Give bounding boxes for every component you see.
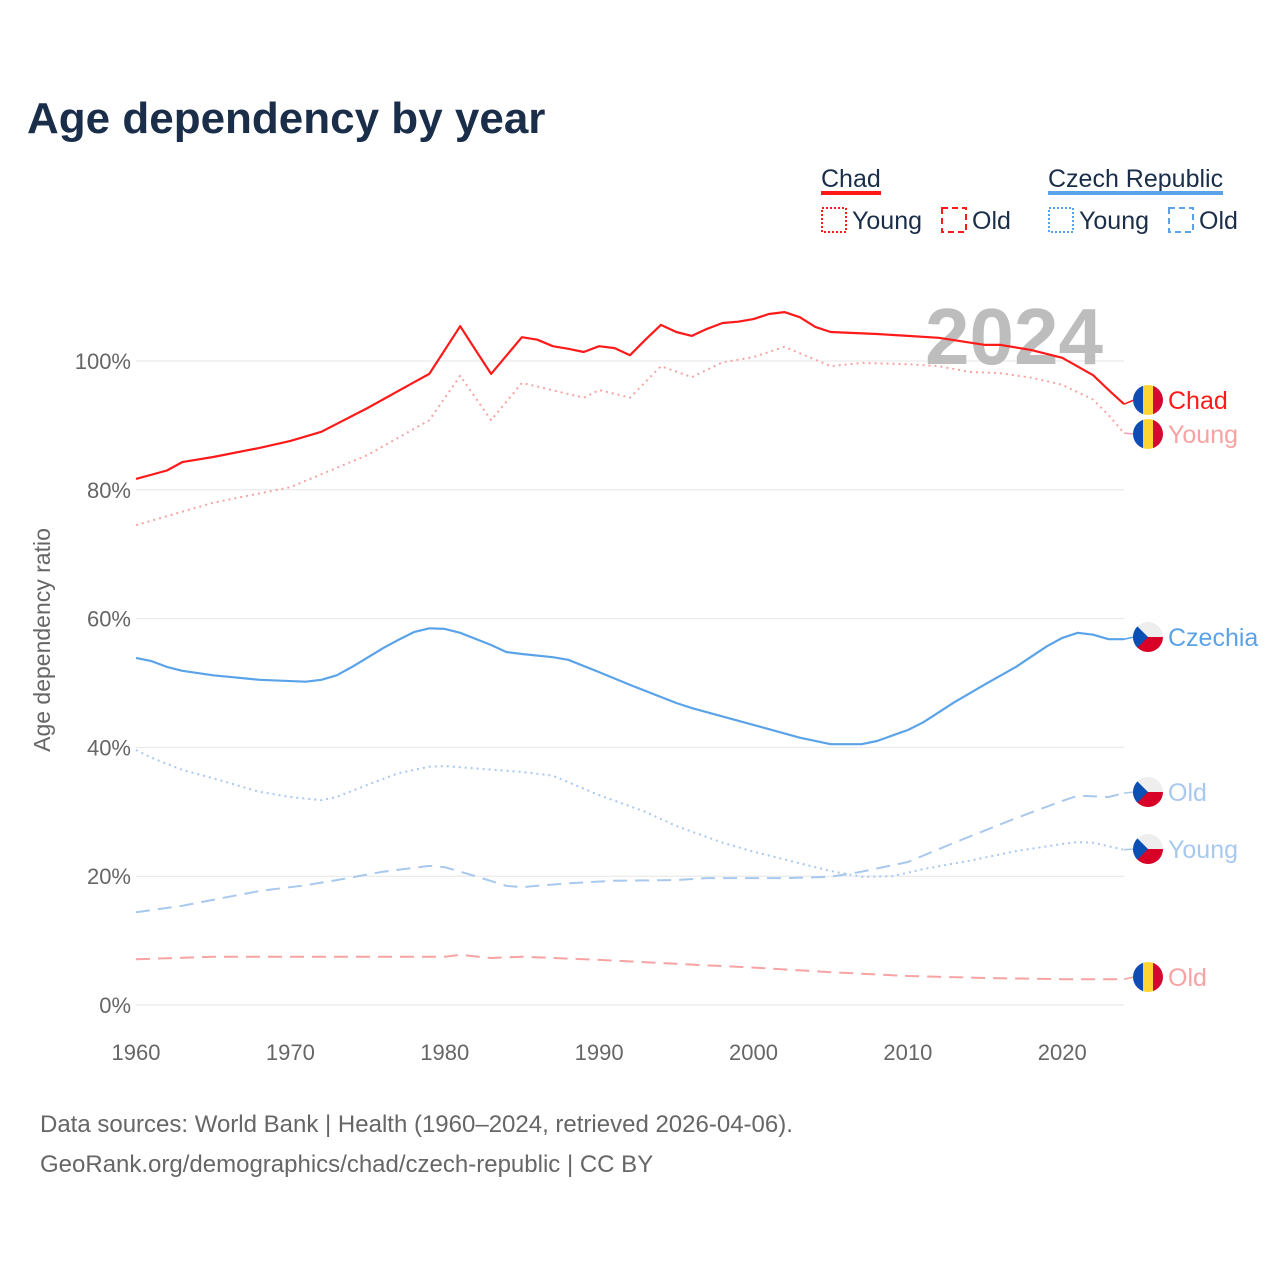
end-label-connector <box>1123 399 1135 405</box>
legend-czech-underline <box>1048 191 1223 195</box>
series-line-czechia <box>135 627 1124 746</box>
series-line-chad-young <box>135 345 1125 527</box>
x-tick-label: 2020 <box>1038 1040 1087 1065</box>
end-label: Czechia <box>1168 624 1258 652</box>
y-tick-label: 60% <box>87 607 131 632</box>
y-tick-label: 40% <box>87 735 131 760</box>
y-tick-label: 100% <box>75 349 131 374</box>
legend-chad-old[interactable]: Old <box>972 207 1011 235</box>
czech-flag-icon <box>1133 777 1163 807</box>
end-label: Old <box>1168 779 1207 807</box>
x-tick-label: 1960 <box>112 1040 161 1065</box>
end-label-connector <box>1123 432 1135 435</box>
x-tick-label: 1980 <box>420 1040 469 1065</box>
legend-group-czech[interactable]: Czech Republic <box>1048 165 1223 193</box>
chart-title: Age dependency by year <box>27 94 545 143</box>
end-label-connector <box>1123 976 1135 980</box>
legend-dotted-swatch-icon <box>821 207 847 233</box>
end-label-connector <box>1123 636 1135 640</box>
y-axis-ticks: 0% 20% 40% 60% 80% 100% <box>75 349 131 1018</box>
source-line-2[interactable]: GeoRank.org/demographics/chad/czech-repu… <box>40 1151 653 1178</box>
x-tick-label: 1970 <box>266 1040 315 1065</box>
legend-chad-underline <box>821 191 881 195</box>
chad-flag-icon <box>1133 385 1163 415</box>
y-tick-label: 20% <box>87 864 131 889</box>
source-line-1: Data sources: World Bank | Health (1960–… <box>40 1111 793 1138</box>
y-tick-label: 80% <box>87 478 131 503</box>
y-axis-label: Age dependency ratio <box>29 528 55 752</box>
y-tick-label: 0% <box>99 993 131 1018</box>
legend-czech-old[interactable]: Old <box>1199 207 1238 235</box>
czech-flag-icon <box>1133 834 1163 864</box>
end-label: Old <box>1168 964 1207 992</box>
year-watermark: 2024 <box>925 292 1103 381</box>
end-label-connector <box>1123 848 1135 851</box>
end-label: Chad <box>1168 387 1228 415</box>
end-label: Young <box>1168 836 1238 864</box>
gridlines <box>136 360 1124 1006</box>
legend-dotted-swatch-icon <box>1048 207 1074 233</box>
end-label-connector <box>1123 791 1135 794</box>
series-line-czechia-old <box>135 792 1125 914</box>
x-axis-ticks: 1960 1970 1980 1990 2000 2010 2020 <box>112 1040 1087 1065</box>
x-tick-label: 1990 <box>575 1040 624 1065</box>
chad-flag-icon <box>1133 962 1163 992</box>
legend-chad-young[interactable]: Young <box>852 207 922 235</box>
legend-czech-young[interactable]: Young <box>1079 207 1149 235</box>
legend: Chad Young Old Czech Republic Young Old <box>821 165 1238 235</box>
end-label: Young <box>1168 421 1238 449</box>
legend-group-chad[interactable]: Chad <box>821 165 881 193</box>
series-line-chad <box>135 311 1125 480</box>
chad-flag-icon <box>1133 419 1163 449</box>
x-tick-label: 2010 <box>883 1040 932 1065</box>
series-lines <box>135 311 1125 981</box>
series-line-chad-old <box>135 953 1124 981</box>
x-tick-label: 2000 <box>729 1040 778 1065</box>
legend-dashed-swatch-icon <box>941 207 967 233</box>
legend-dashed-swatch-icon <box>1168 207 1194 233</box>
czech-flag-icon <box>1133 622 1163 652</box>
end-labels: Chad Young Old Czechia Old Young <box>1123 385 1258 992</box>
series-line-czechia-young <box>135 749 1125 878</box>
